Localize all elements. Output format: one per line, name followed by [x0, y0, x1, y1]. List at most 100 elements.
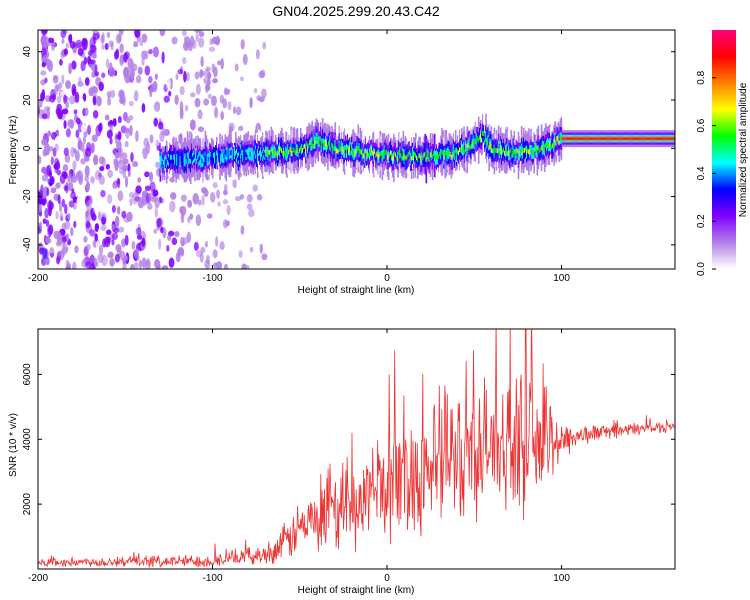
spectrogram-ridge-cell: [578, 137, 581, 140]
spectrogram-noise-blob: [136, 234, 143, 240]
snr-xtick-label: -200: [28, 573, 48, 584]
spectrogram-noise-blob: [84, 156, 90, 162]
spectrogram-noise-blob: [154, 197, 160, 209]
spectrogram-noise-blob: [72, 261, 77, 269]
spectrogram-noise-blob: [64, 203, 68, 215]
spectrogram-noise-blob: [134, 30, 141, 38]
spectrogram-noise-blob: [208, 113, 215, 125]
spectrogram-ridge-cell: [655, 137, 658, 140]
spectrogram-ridge-cell: [160, 156, 163, 161]
spectrogram-noise-blob: [63, 147, 69, 156]
spectrogram-noise-blob: [199, 69, 203, 79]
spectrogram-noise-blob: [56, 96, 62, 104]
spectrogram-ridge-cell: [294, 150, 297, 156]
spectrogram-noise-blob: [61, 234, 67, 242]
spectrogram-noise-blob: [109, 137, 113, 145]
spectrogram-noise-blob: [144, 50, 149, 60]
spectrogram-ridge-cell: [291, 150, 294, 156]
spectrogram-ridge-cell: [190, 153, 193, 158]
spectrogram-ridge-cell: [455, 152, 458, 158]
spectrogram-ridge-cell: [563, 137, 566, 140]
spectrogram-ridge-cell: [459, 147, 461, 153]
spectrogram-noise-blob: [135, 75, 142, 84]
spectrogram-noise-blob: [56, 256, 60, 265]
spectrogram-noise-blob: [182, 41, 190, 52]
spectrogram-noise-blob: [139, 40, 144, 47]
spectrogram-noise-blob: [181, 30, 187, 36]
spectrogram-noise-blob: [207, 93, 212, 99]
spectrogram-ridge-cell: [467, 142, 470, 148]
spectrogram-noise-blob: [119, 43, 124, 54]
spectrogram-ridge-cell: [534, 143, 537, 149]
spectrogram-ridge-cell: [528, 149, 530, 155]
spectrogram-ridge-cell: [523, 148, 526, 153]
spectrogram-noise-blob: [127, 38, 134, 47]
spectrogram-noise-blob: [42, 218, 47, 224]
spectrogram-noise-blob: [65, 42, 69, 49]
spectrogram-ridge-cell: [224, 153, 227, 159]
spectrogram-noise-blob: [48, 170, 52, 178]
spectrogram-ridge-cell: [465, 143, 467, 149]
spectrogram-noise-blob: [171, 36, 178, 45]
spectrogram-noise-blob: [92, 95, 97, 106]
spectrogram-noise-blob: [190, 92, 196, 98]
spectrogram-ridge-cell: [460, 147, 462, 153]
spectrogram-noise-blob: [50, 156, 54, 166]
spectrogram-ridge-cell: [545, 143, 548, 148]
spectrogram-ridge-cell: [165, 159, 168, 165]
spectrogram-noise-blob: [166, 245, 170, 252]
spectrogram-noise-blob: [101, 72, 106, 79]
spectrogram-ridge-cell: [466, 147, 468, 153]
spectrogram-ridge-cell: [240, 149, 242, 154]
spectrogram-noise-blob: [145, 258, 151, 267]
spectrogram-ridge-cell: [407, 152, 410, 157]
spectrogram-ridge-cell: [482, 131, 484, 136]
spectrogram-noise-blob: [141, 257, 147, 269]
spectrogram-noise-blob: [49, 94, 56, 103]
spectrogram-noise-blob: [152, 189, 159, 197]
spectrogram-noise-blob: [213, 262, 220, 268]
spectrogram-ridge-cell: [656, 137, 659, 140]
spectrogram-ridge-cell: [590, 137, 593, 140]
spectrogram-ridge-cell: [505, 148, 507, 154]
spectrogram-noise-blob: [40, 70, 47, 76]
spectrogram-noise-blob: [127, 170, 131, 178]
spectrogram-ridge-cell: [241, 150, 243, 155]
spectrogram-ridge-cell: [314, 140, 317, 146]
spectrogram-ridge-cell: [249, 151, 252, 157]
spectrogram-noise-blob: [261, 88, 267, 99]
spectrogram-noise-blob: [234, 63, 239, 72]
spectrogram-ridge-cell: [410, 155, 413, 161]
spectrogram-noise-blob: [95, 124, 102, 137]
spectrogram-ridge-cell: [537, 144, 540, 150]
spectrogram-noise-blob: [183, 70, 187, 83]
spectrogram-noise-blob: [118, 226, 125, 233]
spectrogram-ridge-cell: [551, 144, 553, 150]
spectrogram-noise-blob: [38, 194, 43, 203]
spectrogram-ridge-cell: [303, 144, 305, 150]
spectrogram-ridge-cell: [638, 137, 640, 140]
spectrogram-noise-blob: [57, 82, 63, 90]
spectrogram-noise-blob: [69, 119, 75, 129]
spectrogram-noise-blob: [249, 97, 253, 109]
spectrogram-ridge-cell: [293, 148, 296, 154]
spectrogram-noise-blob: [158, 121, 164, 130]
spectrogram-ridge-cell: [619, 137, 621, 140]
spectrogram-ridge-cell: [650, 137, 653, 140]
spectrogram-ridge-cell: [603, 137, 606, 140]
spectrogram-noise-blob: [129, 198, 133, 207]
spectrogram-ridge-cell: [305, 148, 307, 154]
spectrogram-noise-blob: [117, 190, 124, 202]
spectrogram-noise-blob: [47, 130, 52, 137]
spectrogram-noise-blob: [132, 41, 139, 48]
spectrogram-noise-blob: [261, 253, 268, 261]
spectrogram-noise-blob: [211, 36, 218, 45]
spectrogram-noise-blob: [153, 228, 158, 234]
colorbar-tick-label: 0.2: [696, 214, 707, 228]
spectrogram-ridge-cell: [503, 147, 505, 153]
spectrogram-noise-blob: [94, 233, 98, 242]
spectrogram-ridge-cell: [297, 151, 300, 157]
spectrogram-noise-blob: [77, 136, 82, 142]
spectrogram-noise-blob: [45, 236, 51, 243]
spectrogram-noise-blob: [74, 91, 80, 103]
